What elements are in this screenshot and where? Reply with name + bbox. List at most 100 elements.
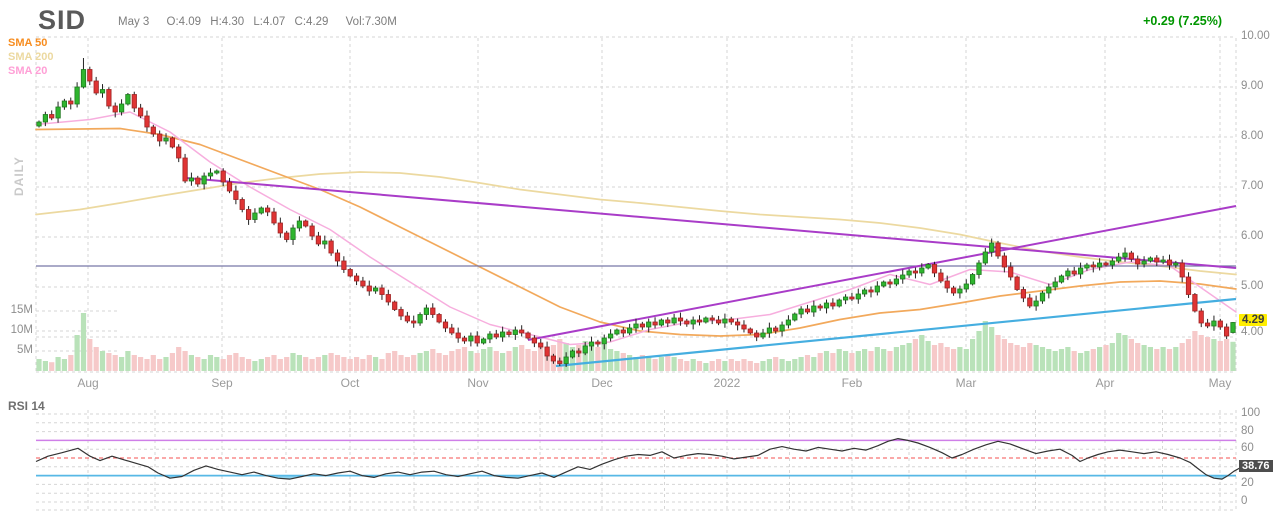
candle-down (68, 100, 74, 105)
month-label: 2022 (713, 376, 741, 390)
candle-down (195, 177, 201, 185)
candle-up (881, 281, 887, 287)
volume-bar (919, 335, 925, 371)
volume-bar (823, 351, 830, 371)
candle-up (1211, 320, 1217, 327)
volume-bar (474, 353, 480, 371)
candle-down (1020, 289, 1027, 299)
volume-bar (817, 353, 823, 371)
candle-up (862, 289, 868, 295)
volume-bar (1141, 345, 1147, 371)
quote-date: May 3 (118, 16, 150, 28)
volume-bar (811, 357, 817, 371)
volume-bar (696, 361, 703, 371)
volume-bar (398, 355, 404, 371)
volume-bar (1078, 353, 1084, 371)
sma20-line (35, 111, 1237, 346)
volume-bar (1052, 351, 1058, 371)
candle-down (849, 296, 855, 300)
candle-up (614, 329, 620, 335)
candle-down (1071, 270, 1077, 275)
candle-up (1058, 275, 1065, 283)
candle-up (588, 341, 595, 347)
candle-up (417, 314, 423, 324)
candle-down (944, 280, 950, 289)
rsi-tick: 20 (1241, 477, 1254, 490)
candle-down (1103, 262, 1109, 266)
volume-bar (1166, 349, 1173, 371)
month-label: Nov (467, 376, 489, 390)
candle-up (760, 332, 766, 338)
candle-up (201, 175, 207, 185)
volume-bar (951, 349, 957, 371)
candle-down (1198, 310, 1204, 324)
volume-bar (646, 357, 652, 371)
candle-up (1084, 264, 1090, 269)
volume-bar (1230, 341, 1236, 371)
volume-bar (119, 357, 125, 371)
price-tick: 9.00 (1241, 80, 1264, 92)
volume-bar (925, 341, 931, 371)
volume-bar (633, 357, 639, 371)
candle-down (912, 270, 919, 274)
candle-down (1205, 322, 1211, 327)
candle-up (480, 338, 487, 344)
candle-up (874, 285, 880, 293)
candle-down (334, 252, 341, 262)
candle-down (169, 137, 175, 148)
volume-bar (347, 359, 353, 371)
volume-bar (931, 345, 938, 371)
volume-bar (131, 355, 137, 371)
candle-down (449, 327, 455, 334)
legend-sma-50: SMA 50 (8, 37, 48, 49)
candle-up (919, 267, 925, 274)
volume-bar (373, 357, 379, 371)
candle-up (989, 242, 995, 253)
candle-down (474, 335, 480, 344)
sma50-line (35, 127, 1237, 337)
candle-up (296, 220, 303, 229)
legend-sma-200: SMA 200 (8, 51, 54, 63)
volume-bar (481, 349, 487, 371)
month-label: Dec (591, 376, 613, 390)
ohlc-readout: May 3 O:4.09 H:4.30 L:4.07 C:4.29 Vol:7.… (118, 16, 411, 28)
volume-bar (798, 357, 804, 371)
candle-down (226, 181, 233, 192)
volume-bar (430, 349, 436, 371)
candle-down (239, 199, 245, 210)
candle-up (1065, 270, 1071, 277)
candle-up (1230, 322, 1236, 333)
volume-bar (531, 351, 537, 371)
candle-up (836, 299, 842, 307)
volume-bar (1020, 347, 1026, 371)
price-tick: 5.00 (1241, 280, 1264, 292)
volume-bar (1224, 339, 1230, 371)
month-label: Apr (1095, 376, 1115, 390)
price-tick: 10.00 (1241, 30, 1270, 42)
trendline-up (527, 205, 1237, 341)
volume-bar (957, 347, 963, 371)
candle-up (1097, 262, 1103, 268)
volume-bar (944, 347, 950, 371)
candle-down (233, 190, 239, 200)
volume-bar (74, 335, 80, 371)
volume-bar (519, 345, 525, 371)
volume-bar (900, 345, 906, 371)
candle-up (976, 262, 982, 275)
candle-up (823, 302, 830, 309)
candle-down (493, 333, 499, 338)
candle-down (392, 301, 398, 310)
volume-bar (176, 347, 182, 371)
candle-up (80, 69, 87, 88)
candle-up (970, 274, 976, 285)
candle-down (995, 242, 1001, 257)
month-label: Mar (955, 376, 977, 390)
candle-up (487, 333, 493, 340)
volume-bar (747, 361, 753, 371)
candle-down (1166, 259, 1173, 266)
candle-up (125, 94, 131, 105)
volume-bar (843, 351, 849, 371)
volume-bar (525, 349, 531, 371)
volume-bar (296, 355, 302, 371)
